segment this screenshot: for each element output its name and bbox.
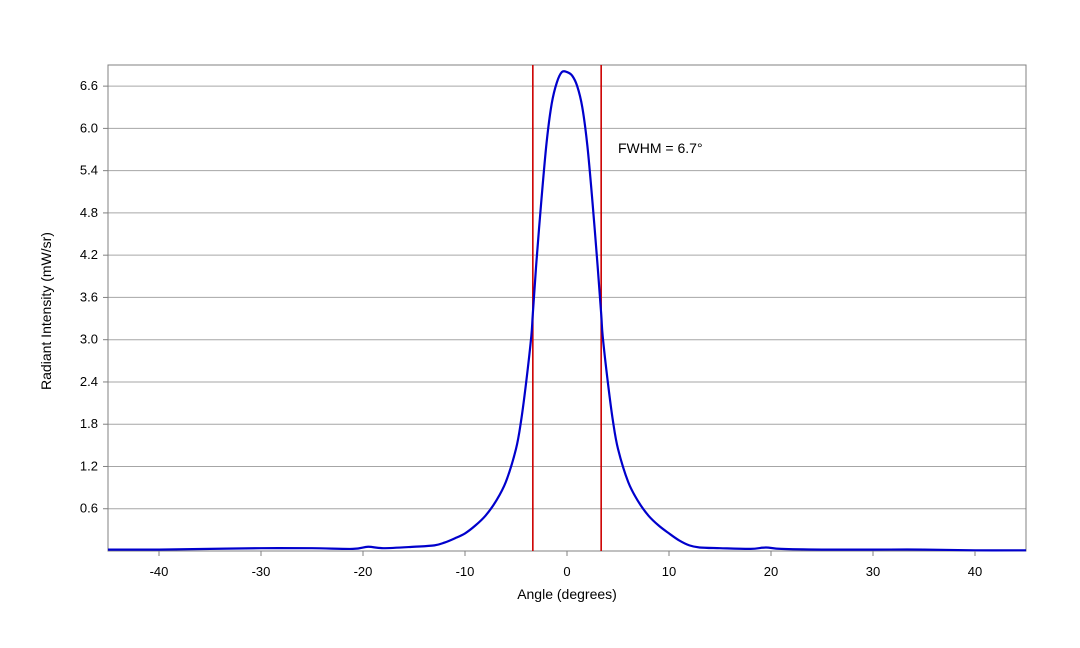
y-tick-label: 0.6 xyxy=(80,501,98,516)
x-tick-label: 10 xyxy=(662,564,676,579)
x-tick-label: 40 xyxy=(968,564,982,579)
x-tick-label: 30 xyxy=(866,564,880,579)
y-axis-title: Radiant Intensity (mW/sr) xyxy=(38,232,54,390)
y-axis-ticks: 0.6 1.2 1.8 2.4 3.0 3.6 4.2 4.8 5.4 6.0 6.6 xyxy=(80,78,108,516)
x-axis-ticks: -40 -30 -20 -10 0 10 20 30 40 xyxy=(150,551,982,579)
x-tick-label: -30 xyxy=(252,564,271,579)
annotations: FWHM = 6.7° xyxy=(618,140,703,156)
gridlines xyxy=(108,85,1026,510)
plot-area-border xyxy=(107,64,1027,552)
radiant-intensity-curve xyxy=(107,70,1027,552)
x-tick-label: -20 xyxy=(354,564,373,579)
y-tick-label: 2.4 xyxy=(80,374,98,389)
series-layer xyxy=(107,70,1027,552)
x-axis-title: Angle (degrees) xyxy=(517,586,617,602)
fwhm-markers xyxy=(532,65,602,551)
x-tick-label: -10 xyxy=(456,564,475,579)
y-tick-label: 3.6 xyxy=(80,289,98,304)
y-tick-label: 5.4 xyxy=(80,163,98,178)
y-tick-label: 6.0 xyxy=(80,120,98,135)
y-tick-label: 4.8 xyxy=(80,205,98,220)
x-tick-label: 0 xyxy=(563,564,570,579)
y-tick-label: 1.2 xyxy=(80,458,98,473)
y-tick-label: 3.0 xyxy=(80,332,98,347)
x-tick-label: 20 xyxy=(764,564,778,579)
y-tick-label: 6.6 xyxy=(80,78,98,93)
y-tick-label: 1.8 xyxy=(80,416,98,431)
fwhm-annotation: FWHM = 6.7° xyxy=(618,140,703,156)
x-tick-label: -40 xyxy=(150,564,169,579)
y-tick-label: 4.2 xyxy=(80,247,98,262)
